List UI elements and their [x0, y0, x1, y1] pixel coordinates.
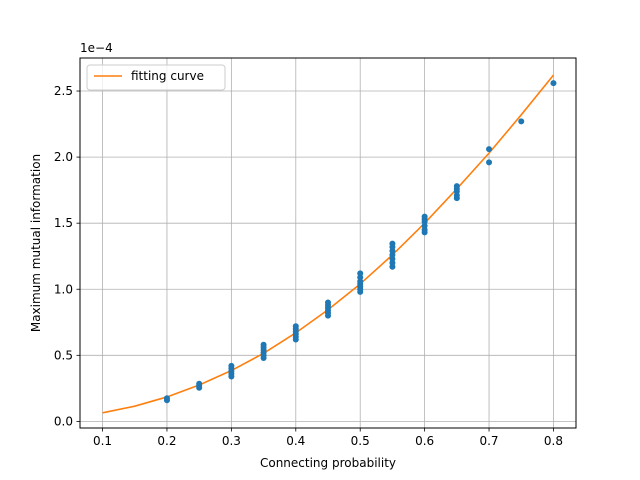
- axis-ticks: 0.1 0.2 0.3 0.4 0.5 0.6 0.7 0.8 0.0 0.5 1.0 1.5 2.0 2…: [54, 84, 563, 448]
- data-point: [389, 240, 396, 247]
- y-tick-label: 1.0: [54, 282, 73, 296]
- data-point: [421, 213, 428, 220]
- y-tick-label: 0.5: [54, 348, 73, 362]
- data-point: [486, 146, 493, 153]
- y-tick-label: 1.5: [54, 216, 73, 230]
- data-point: [550, 80, 557, 87]
- x-axis-label: Connecting probability: [260, 456, 396, 470]
- legend-label-fitting-curve: fitting curve: [131, 69, 204, 83]
- data-point: [453, 183, 460, 190]
- legend-box: [86, 64, 226, 91]
- x-tick-label: 0.5: [351, 434, 370, 448]
- data-points-layer: [163, 80, 557, 404]
- y-tick-label: 2.5: [54, 84, 73, 98]
- fitting-curve-layer: [102, 74, 555, 414]
- y-axis-label: Maximum mutual information: [29, 154, 43, 332]
- x-tick-label: 0.1: [93, 434, 112, 448]
- legend: fitting curve: [86, 64, 226, 91]
- data-point: [518, 118, 525, 125]
- data-point: [260, 341, 267, 348]
- x-tick-label: 0.8: [544, 434, 563, 448]
- fitting-curve-line: [102, 74, 555, 414]
- data-point: [228, 362, 235, 369]
- data-point: [325, 299, 331, 306]
- data-point: [196, 380, 203, 387]
- y-offset-text: 1e−4: [80, 41, 113, 55]
- x-tick-label: 0.3: [222, 434, 241, 448]
- data-point: [486, 159, 493, 166]
- y-tick-label: 0.0: [54, 414, 73, 428]
- x-tick-label: 0.7: [479, 434, 498, 448]
- x-tick-label: 0.2: [157, 434, 176, 448]
- data-point: [357, 270, 364, 277]
- data-point: [292, 323, 299, 330]
- data-point: [163, 395, 170, 402]
- grid: [80, 58, 576, 428]
- x-tick-label: 0.6: [415, 434, 434, 448]
- y-tick-label: 2.0: [54, 150, 73, 164]
- x-tick-label: 0.4: [286, 434, 305, 448]
- plot-frame: [79, 57, 577, 429]
